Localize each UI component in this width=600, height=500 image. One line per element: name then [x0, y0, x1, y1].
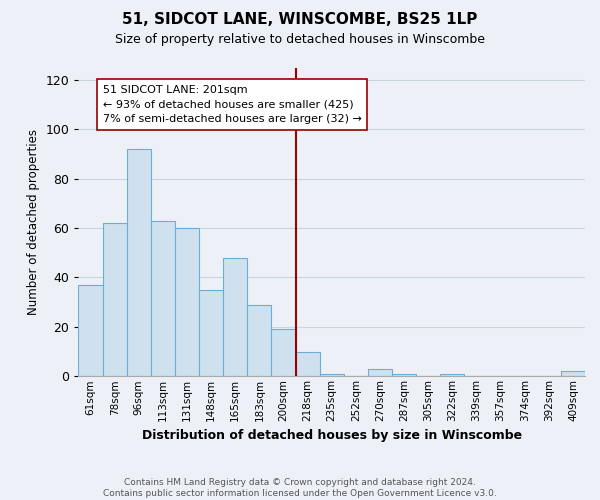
Text: Size of property relative to detached houses in Winscombe: Size of property relative to detached ho…	[115, 32, 485, 46]
Text: 51 SIDCOT LANE: 201sqm
← 93% of detached houses are smaller (425)
7% of semi-det: 51 SIDCOT LANE: 201sqm ← 93% of detached…	[103, 85, 361, 124]
Bar	[199, 290, 223, 376]
Bar	[440, 374, 464, 376]
Text: Contains HM Land Registry data © Crown copyright and database right 2024.
Contai: Contains HM Land Registry data © Crown c…	[103, 478, 497, 498]
Bar	[392, 374, 416, 376]
Bar	[368, 369, 392, 376]
Bar	[175, 228, 199, 376]
Bar	[223, 258, 247, 376]
Bar	[151, 220, 175, 376]
Bar	[271, 330, 296, 376]
Bar	[127, 149, 151, 376]
X-axis label: Distribution of detached houses by size in Winscombe: Distribution of detached houses by size …	[142, 430, 522, 442]
Bar	[103, 223, 127, 376]
Bar	[79, 285, 103, 376]
Text: 51, SIDCOT LANE, WINSCOMBE, BS25 1LP: 51, SIDCOT LANE, WINSCOMBE, BS25 1LP	[122, 12, 478, 28]
Y-axis label: Number of detached properties: Number of detached properties	[27, 129, 40, 315]
Bar	[561, 372, 585, 376]
Bar	[247, 304, 271, 376]
Bar	[320, 374, 344, 376]
Bar	[296, 352, 320, 376]
